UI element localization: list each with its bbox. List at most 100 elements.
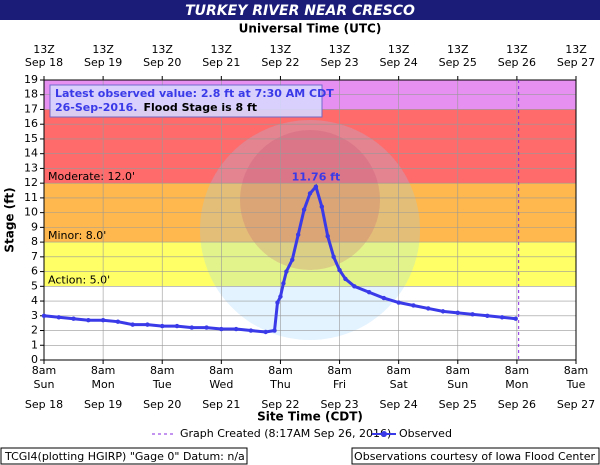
data-point (281, 281, 286, 286)
x2-tick-date: Sep 24 (380, 56, 418, 69)
x-tick-date: Sep 27 (557, 398, 595, 411)
x2-tick-date: Sep 23 (320, 56, 358, 69)
x2-tick-label: 13Z (388, 43, 410, 56)
x-axis-title: Site Time (CDT) (257, 410, 363, 424)
x-tick-label: 8am (505, 364, 529, 377)
footer-right: Observations courtesy of Iowa Flood Cent… (354, 450, 595, 463)
x-tick-label: 8am (564, 364, 588, 377)
x-tick-date: Sep 24 (380, 398, 418, 411)
x-tick-day: Sat (390, 378, 409, 391)
y-tick-label: 7 (31, 250, 38, 263)
data-point (440, 309, 446, 314)
x-tick-date: Sep 22 (261, 398, 299, 411)
flood-band (44, 242, 576, 287)
data-point (248, 328, 254, 333)
data-point (343, 276, 348, 282)
y-tick-label: 5 (31, 279, 38, 292)
data-point (470, 312, 475, 317)
x-tick-date: Sep 19 (84, 398, 122, 411)
x2-tick-label: 13Z (329, 43, 351, 56)
y-tick-label: 12 (24, 176, 38, 189)
x-tick-day: Sun (447, 378, 468, 391)
y-tick-label: 3 (31, 309, 38, 322)
x-tick-label: 8am (268, 364, 292, 377)
annotation-line2: 26-Sep-2016. Flood Stage is 8 ft (55, 101, 257, 114)
footer-box (351, 447, 600, 465)
flood-band (44, 109, 576, 184)
data-point (284, 269, 289, 274)
x-tick-day: Mon (92, 378, 115, 391)
band-label: Moderate: 12.0' (48, 170, 135, 183)
x-tick-date: Sep 23 (320, 398, 358, 411)
data-point (331, 254, 336, 260)
y-tick-label: 14 (24, 147, 38, 160)
data-point (290, 257, 295, 262)
x-tick-day: Fri (333, 378, 346, 391)
watermark (200, 120, 420, 340)
data-point (426, 306, 431, 311)
x2-tick-date: Sep 26 (498, 56, 536, 69)
data-point (313, 184, 319, 189)
y-tick-label: 2 (31, 324, 38, 337)
x-tick-day: Mon (505, 378, 528, 391)
data-point (381, 295, 387, 301)
y-tick-label: 13 (24, 161, 38, 174)
data-point (272, 328, 277, 333)
x-tick-label: 8am (32, 364, 56, 377)
x-tick-day: Tue (152, 378, 172, 391)
x-tick-date: Sep 25 (439, 398, 477, 411)
y-tick-label: 18 (24, 88, 38, 101)
legend-observed-dot (381, 431, 387, 437)
data-point (278, 294, 283, 299)
data-point (204, 325, 209, 330)
chart-title: TURKEY RIVER NEAR CRESCO (185, 3, 415, 19)
data-point (41, 313, 47, 318)
x-tick-date: Sep 18 (25, 398, 63, 411)
x2-tick-label: 13Z (506, 43, 528, 56)
annotation-line1: Latest observed value: 2.8 ft at 7:30 AM… (55, 87, 334, 100)
y-tick-label: 6 (31, 265, 38, 278)
x2-tick-label: 13Z (211, 43, 233, 56)
data-point (115, 319, 121, 324)
y-tick-label: 4 (31, 294, 38, 307)
y-tick-label: 19 (24, 73, 38, 86)
data-point (396, 300, 401, 305)
y-tick-label: 1 (31, 338, 38, 351)
data-point (71, 316, 76, 321)
x-tick-label: 8am (150, 364, 174, 377)
data-point (307, 191, 313, 196)
data-point (513, 316, 518, 321)
data-point (130, 322, 135, 327)
x2-tick-date: Sep 18 (25, 56, 63, 69)
legend-label: Observed (399, 427, 452, 440)
x2-axis-title: Universal Time (UTC) (239, 22, 382, 36)
y-axis-title: Stage (ft) (3, 187, 17, 252)
annotation-flood-stage: Flood Stage is 8 ft (144, 101, 258, 114)
data-point (263, 329, 268, 335)
y-tick-label: 10 (24, 206, 38, 219)
band-label: Action: 5.0' (48, 273, 110, 286)
x-tick-day: Thu (269, 378, 291, 391)
data-point (189, 325, 194, 330)
data-point (411, 303, 416, 308)
footer-box (0, 447, 248, 465)
peak-label: 11.76 ft (292, 171, 341, 184)
data-point (319, 204, 325, 209)
x2-tick-date: Sep 19 (84, 56, 122, 69)
data-point (160, 323, 165, 329)
watermark (240, 130, 380, 270)
x-tick-label: 8am (446, 364, 470, 377)
data-point (174, 323, 180, 329)
x2-tick-date: Sep 25 (439, 56, 477, 69)
data-point (56, 315, 61, 320)
x2-tick-date: Sep 27 (557, 56, 595, 69)
x2-tick-label: 13Z (565, 43, 587, 56)
x-tick-date: Sep 26 (498, 398, 536, 411)
y-tick-label: 16 (24, 117, 38, 130)
x-tick-date: Sep 20 (143, 398, 181, 411)
data-point (352, 284, 357, 289)
x2-tick-date: Sep 21 (202, 56, 240, 69)
y-tick-label: 17 (24, 102, 38, 115)
x-tick-label: 8am (209, 364, 233, 377)
